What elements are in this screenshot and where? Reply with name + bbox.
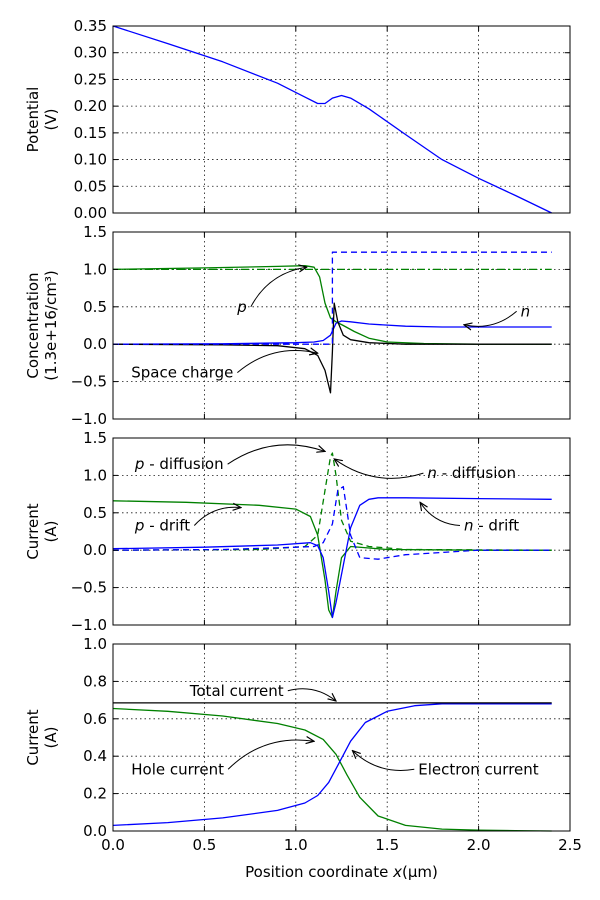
series-line-blue-dashed	[112, 485, 552, 560]
y-tick-label: −0.5	[71, 373, 107, 391]
plot-frame	[112, 231, 571, 420]
y-tick-label: 0.0	[83, 335, 107, 353]
x-axis-label-suffix: (μm)	[402, 863, 438, 881]
panel-4: 0.0 0.2 0.4 0.6 0.8 1.0 0.0 0.5 1.0 1.5 2.0 2.5 Curr…	[24, 635, 582, 881]
y-tick-label: 1.0	[83, 635, 107, 653]
y-axis-label-line: Current	[24, 709, 42, 765]
annotation-arrow	[237, 350, 317, 374]
x-tick-label: 0.5	[192, 836, 216, 854]
annotation-arrow	[227, 444, 325, 465]
series-line-blue-dashed	[113, 251, 552, 345]
y-axis-label: Potential(V)	[24, 87, 60, 153]
annotation-label: p - drift	[134, 517, 190, 535]
y-tick-label: 0.00	[74, 204, 107, 222]
annotation-label: Hole current	[131, 760, 224, 778]
annotation-label: Electron current	[418, 760, 539, 778]
annotation-label: n	[521, 302, 531, 320]
panel-3: −1.0 −0.5 0.0 0.5 1.0 1.5 Current(A) p - diffus…	[24, 429, 571, 634]
y-tick-label: 0.8	[83, 672, 107, 690]
annotation-rest: - diffusion	[437, 464, 516, 482]
y-tick-label: 0.0	[83, 541, 107, 559]
annotation-label: n - diffusion	[427, 464, 516, 482]
plot-frame	[112, 643, 571, 832]
y-tick-label: 0.05	[74, 177, 107, 195]
annotation-rest: - diffusion	[144, 455, 223, 473]
annotation-var: p	[134, 455, 145, 473]
y-axis-label-line: (1.3e+16/cm³)	[42, 270, 60, 380]
x-tick-label: 2.0	[467, 836, 491, 854]
y-axis-label: Concentration(1.3e+16/cm³)	[24, 270, 60, 380]
y-tick-label: 0.6	[83, 710, 107, 728]
y-tick-label: 0.2	[83, 785, 107, 803]
x-axis-label-prefix: Position coordinate	[245, 863, 393, 881]
y-tick-label: 0.20	[74, 97, 107, 115]
y-axis-label-line: (A)	[42, 521, 60, 543]
y-tick-label: 1.0	[83, 466, 107, 484]
y-tick-label: 1.5	[83, 223, 107, 241]
y-axis-label-line: (V)	[42, 109, 60, 131]
y-tick-label: 0.15	[74, 124, 107, 142]
y-tick-label: 0.30	[74, 44, 107, 62]
series-line-blue-solid	[112, 703, 552, 827]
annotation-arrow	[287, 688, 336, 701]
y-tick-label: 0.35	[74, 17, 107, 35]
annotation-rest: - drift	[144, 517, 190, 535]
y-tick-label: 0.5	[83, 504, 107, 522]
series-line-blue-solid	[112, 320, 552, 345]
annotation-var: n	[464, 517, 474, 535]
annotation-arrow	[334, 459, 424, 479]
y-axis-label-line: Current	[24, 503, 42, 559]
annotation-arrow	[250, 267, 307, 308]
y-tick-label: −1.0	[71, 616, 107, 634]
y-tick-label: 1.5	[83, 429, 107, 447]
series-line-green-solid	[112, 707, 552, 832]
annotation-label: Space charge	[131, 364, 233, 382]
y-axis-label: Current(A)	[24, 503, 60, 559]
y-tick-label: −1.0	[71, 410, 107, 428]
y-tick-label: 0.10	[74, 151, 107, 169]
annotation-label: Total current	[189, 682, 284, 700]
x-tick-label: 0.0	[101, 836, 125, 854]
annotation-label: p	[236, 298, 247, 316]
x-tick-label: 2.5	[558, 836, 582, 854]
y-axis-label: Current(A)	[24, 709, 60, 765]
annotation-label: n - drift	[464, 517, 519, 535]
y-axis-label-line: Potential	[24, 87, 42, 153]
annotation-arrow	[420, 502, 461, 527]
series-line-green-solid	[112, 500, 552, 619]
x-axis-label: Position coordinate x(μm)	[245, 863, 438, 881]
annotation-rest: - drift	[473, 517, 519, 535]
plot-frame	[112, 25, 571, 214]
series-line-blue-solid	[112, 497, 552, 619]
series-line-blue-solid	[112, 25, 552, 214]
annotation-arrow	[227, 740, 314, 770]
annotation-var: n	[427, 464, 437, 482]
series-line-black-solid	[112, 302, 552, 394]
y-tick-label: 0.0	[83, 822, 107, 840]
y-tick-label: 0.25	[74, 70, 107, 88]
y-tick-label: 1.0	[83, 260, 107, 278]
x-tick-label: 1.0	[284, 836, 308, 854]
panel-2: −1.0 −0.5 0.0 0.5 1.0 1.5 Concentration(1.3e+1…	[24, 223, 571, 428]
plot-frame	[112, 437, 571, 626]
annotation-arrow	[464, 310, 517, 326]
x-tick-label: 1.5	[375, 836, 399, 854]
annotation-arrow	[193, 507, 241, 526]
annotation-arrow	[352, 751, 415, 771]
x-axis-label-var: x	[392, 863, 402, 881]
panel-1: 0.00 0.05 0.10 0.15 0.20 0.25 0.30 0.35 Potentia…	[24, 17, 571, 222]
y-axis-label-line: Concentration	[24, 272, 42, 378]
y-tick-label: 0.4	[83, 747, 107, 765]
annotation-var: p	[134, 517, 145, 535]
y-axis-label-line: (A)	[42, 727, 60, 749]
annotation-label: p - diffusion	[134, 455, 224, 473]
y-tick-label: 0.5	[83, 298, 107, 316]
y-tick-label: −0.5	[71, 579, 107, 597]
